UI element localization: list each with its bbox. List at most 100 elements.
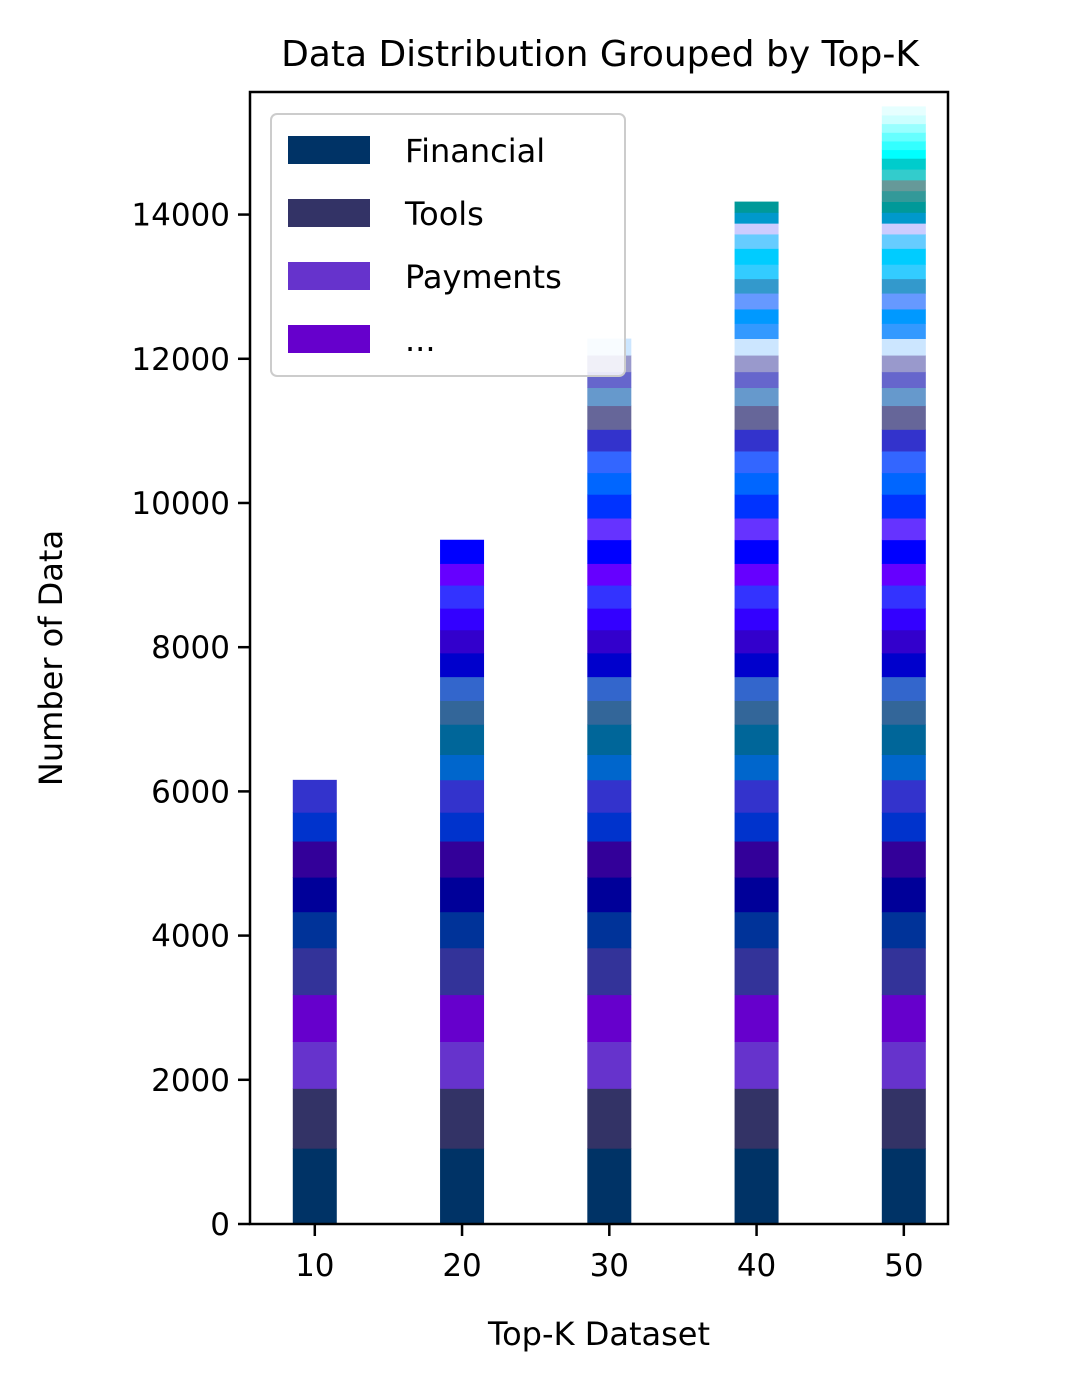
- x-tick-label: 50: [884, 1248, 923, 1284]
- bar-segment-20-13: [440, 700, 485, 725]
- bar-segment-50-18: [881, 585, 926, 609]
- bar-segment-30-27: [587, 387, 632, 407]
- bar-segment-30-15: [587, 652, 632, 678]
- bar-segment-10-8: [292, 841, 337, 878]
- bar-segment-30-12: [587, 724, 632, 756]
- y-axis: 0 2000 4000 6000 8000 10000 12000 14000: [131, 198, 250, 1243]
- bar-segment-40-6: [734, 911, 779, 949]
- x-axis: 10 20 30 40 50: [295, 1224, 924, 1284]
- bar-segment-50-25: [881, 429, 926, 452]
- bar-segment-50-27: [881, 387, 926, 407]
- bar-segment-50-31: [881, 323, 926, 339]
- legend-label: Payments: [405, 258, 562, 296]
- bar-segment-40-22: [734, 494, 779, 519]
- bar-segment-50-29: [881, 355, 926, 373]
- bar-segment-20-4: [440, 994, 485, 1042]
- bar-segment-20-11: [440, 754, 485, 781]
- bar-segment-50-9: [881, 812, 926, 842]
- bar-segment-30-22: [587, 494, 632, 519]
- bar-segment-40-18: [734, 585, 779, 609]
- y-tick-label: 4000: [151, 919, 230, 955]
- legend-label: ...: [405, 321, 436, 359]
- bar-segment-30-26: [587, 405, 632, 430]
- bars-group: [292, 106, 926, 1225]
- bar-segment-20-15: [440, 652, 485, 678]
- bar-segment-30-14: [587, 676, 632, 701]
- bar-segment-50-3: [881, 1041, 926, 1089]
- bar-segment-10-9: [292, 812, 337, 842]
- y-tick-label: 12000: [131, 342, 230, 378]
- bar-segment-40-12: [734, 724, 779, 756]
- bar-segment-30-5: [587, 947, 632, 996]
- bar-segment-50-30: [881, 338, 926, 356]
- bar-segment-20-1: [440, 1148, 485, 1225]
- bar-segment-30-25: [587, 429, 632, 452]
- bar-segment-50-44: [881, 158, 926, 170]
- bar-segment-30-3: [587, 1041, 632, 1089]
- bar-segment-50-32: [881, 309, 926, 324]
- bar-segment-20-9: [440, 812, 485, 842]
- bar-segment-20-7: [440, 877, 485, 913]
- x-tick-label: 40: [737, 1248, 776, 1284]
- bar-segment-40-40: [734, 201, 779, 213]
- bar-segment-40-4: [734, 994, 779, 1042]
- bar-segment-20-14: [440, 676, 485, 701]
- bar-segment-50-2: [881, 1088, 926, 1149]
- y-tick-label: 2000: [151, 1063, 230, 1099]
- legend: Financial Tools Payments...: [270, 113, 626, 377]
- bar-segment-40-26: [734, 405, 779, 430]
- legend-swatch: [288, 325, 370, 353]
- bar-segment-40-2: [734, 1088, 779, 1149]
- bar-segment-50-13: [881, 700, 926, 725]
- bar-segment-20-20: [440, 539, 485, 564]
- bar-segment-40-35: [734, 264, 779, 280]
- bar-segment-10-2: [292, 1088, 337, 1149]
- bar-segment-40-36: [734, 248, 779, 265]
- bar-segment-30-16: [587, 629, 632, 654]
- bar-segment-10-3: [292, 1041, 337, 1089]
- bar-segment-50-4: [881, 994, 926, 1042]
- bar-segment-40-33: [734, 293, 779, 310]
- legend-box: [270, 113, 626, 377]
- bar-segment-40-15: [734, 652, 779, 678]
- legend-swatch: [288, 262, 370, 290]
- bar-segment-50-26: [881, 405, 926, 430]
- bar-segment-40-34: [734, 278, 779, 294]
- bar-segment-40-38: [734, 223, 779, 235]
- bar-segment-30-9: [587, 812, 632, 842]
- bar-segment-40-1: [734, 1148, 779, 1225]
- bar-segment-40-39: [734, 212, 779, 224]
- bar-segment-50-22: [881, 494, 926, 519]
- bar-segment-50-38: [881, 223, 926, 235]
- bar-segment-50-40: [881, 201, 926, 213]
- bar-segment-40-17: [734, 608, 779, 631]
- bar-segment-50-45: [881, 149, 926, 159]
- chart-title: Data Distribution Grouped by Top-K: [281, 34, 920, 75]
- bar-segment-10-1: [292, 1148, 337, 1225]
- bar-segment-30-24: [587, 451, 632, 474]
- plot-frame: [248, 90, 950, 1226]
- bar-segment-50-10: [881, 779, 926, 813]
- bar-segment-40-10: [734, 779, 779, 813]
- bar-segment-50-7: [881, 877, 926, 913]
- bar-segment-50-16: [881, 629, 926, 654]
- bar-segment-50-35: [881, 264, 926, 280]
- bar-segment-50-49: [881, 115, 926, 125]
- bar-segment-20-17: [440, 608, 485, 631]
- bar-segment-50-33: [881, 293, 926, 310]
- bar-segment-20-12: [440, 724, 485, 756]
- bar-segment-50-6: [881, 911, 926, 949]
- bar-segment-10-10: [292, 779, 337, 813]
- bar-segment-50-14: [881, 676, 926, 701]
- bar-segment-20-10: [440, 779, 485, 813]
- bar-segment-40-5: [734, 947, 779, 996]
- bar-segment-50-20: [881, 539, 926, 564]
- bar-segment-40-14: [734, 676, 779, 701]
- bar-segment-40-13: [734, 700, 779, 725]
- bar-segment-50-50: [881, 106, 926, 116]
- bar-segment-40-16: [734, 629, 779, 654]
- bar-segment-30-23: [587, 472, 632, 495]
- bar-segment-50-23: [881, 472, 926, 495]
- bar-segment-30-13: [587, 700, 632, 725]
- bar-segment-50-42: [881, 179, 926, 192]
